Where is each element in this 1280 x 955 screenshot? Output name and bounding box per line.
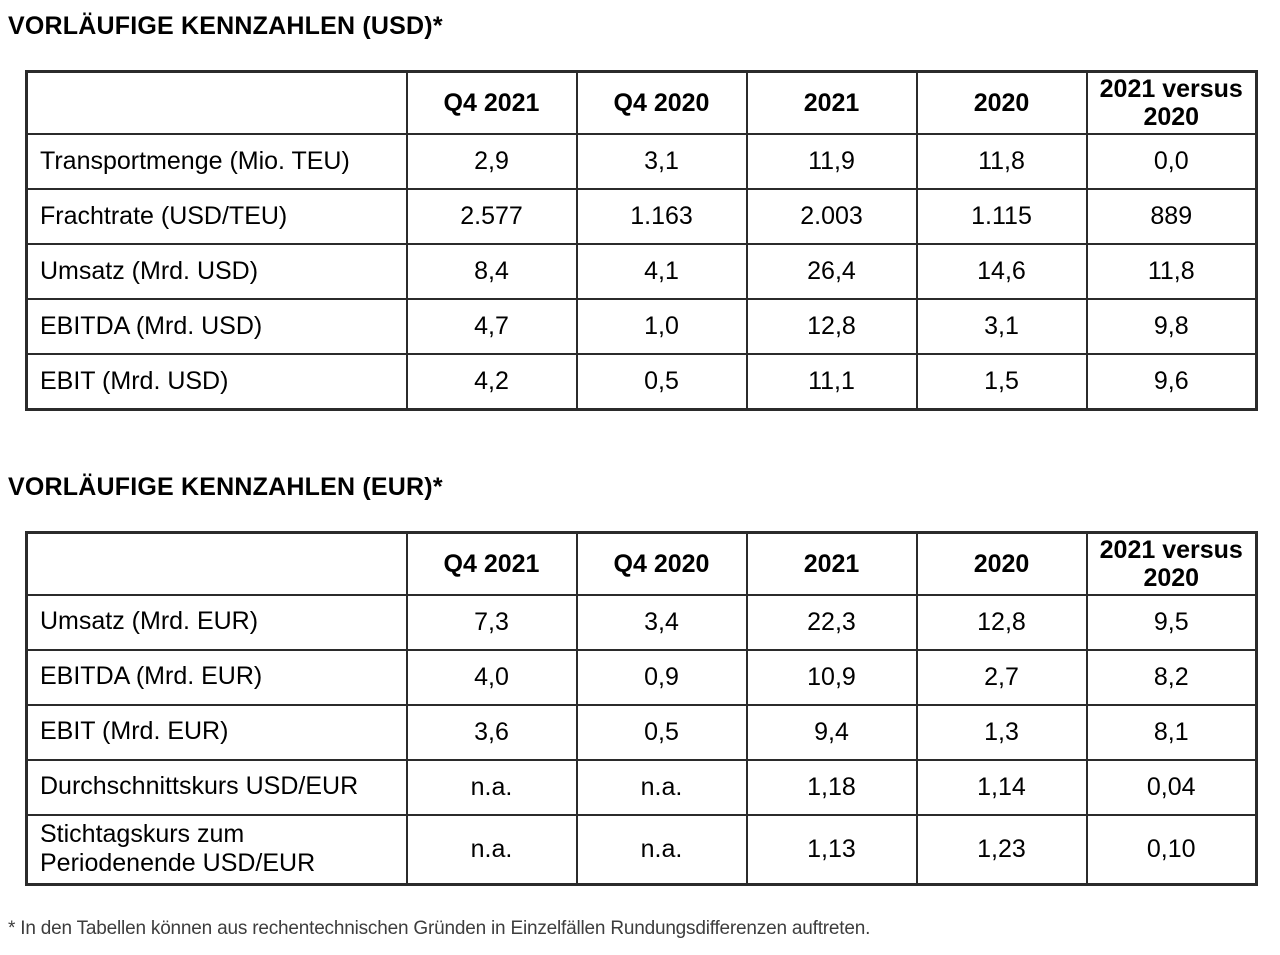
kpi-section-eur: VORLÄUFIGE KENNZAHLEN (EUR)* Q4 2021 Q4 20… bbox=[8, 473, 1260, 886]
row-label: EBIT (Mrd. USD) bbox=[25, 353, 408, 410]
kpi-sections-container: VORLÄUFIGE KENNZAHLEN (USD)* Q4 2021 Q4 20… bbox=[8, 12, 1260, 886]
cell-value: 2,7 bbox=[915, 648, 1088, 706]
cell-value: 10,9 bbox=[745, 648, 918, 706]
cell-value: 2.577 bbox=[405, 188, 578, 245]
cell-value: 0,10 bbox=[1085, 813, 1258, 885]
cell-value: 1.163 bbox=[575, 188, 748, 245]
table-row: EBIT (Mrd. EUR) 3,6 0,5 9,4 1,3 8,1 bbox=[25, 703, 1258, 761]
row-label: Durchschnittskurs USD/EUR bbox=[25, 758, 408, 816]
cell-value: 0,0 bbox=[1085, 133, 1258, 190]
column-header: 2021 bbox=[745, 531, 918, 596]
cell-value: 22,3 bbox=[745, 593, 918, 651]
column-header: Q4 2020 bbox=[575, 70, 748, 135]
cell-value: n.a. bbox=[575, 758, 748, 816]
cell-value: 2.003 bbox=[745, 188, 918, 245]
cell-value: 11,9 bbox=[745, 133, 918, 190]
cell-value: 3,6 bbox=[405, 703, 578, 761]
cell-value: 12,8 bbox=[745, 298, 918, 355]
kennzahlen-table-eur: Q4 2021 Q4 2020 2021 2020 2021 versus 2020 Um… bbox=[25, 530, 1258, 886]
table-row: Umsatz (Mrd. USD) 8,4 4,1 26,4 14,6 11,8 bbox=[25, 243, 1258, 300]
cell-value: 1,0 bbox=[575, 298, 748, 355]
cell-value: 1,18 bbox=[745, 758, 918, 816]
cell-value: 4,0 bbox=[405, 648, 578, 706]
cell-value: 0,04 bbox=[1085, 758, 1258, 816]
table-row: Stichtagskurs zum Periodenende USD/EUR n.… bbox=[25, 813, 1258, 885]
column-header: Q4 2021 bbox=[405, 531, 578, 596]
cell-value: 3,4 bbox=[575, 593, 748, 651]
cell-value: 4,2 bbox=[405, 353, 578, 410]
cell-value: n.a. bbox=[405, 813, 578, 885]
cell-value: n.a. bbox=[405, 758, 578, 816]
row-label: Umsatz (Mrd. EUR) bbox=[25, 593, 408, 651]
cell-value: 0,9 bbox=[575, 648, 748, 706]
cell-value: 889 bbox=[1085, 188, 1258, 245]
cell-value: 14,6 bbox=[915, 243, 1088, 300]
row-label: Umsatz (Mrd. USD) bbox=[25, 243, 408, 300]
cell-value: 1,23 bbox=[915, 813, 1088, 885]
cell-value: 1,13 bbox=[745, 813, 918, 885]
column-header-empty bbox=[25, 70, 408, 135]
table-row: EBIT (Mrd. USD) 4,2 0,5 11,1 1,5 9,6 bbox=[25, 353, 1258, 410]
cell-value: 11,1 bbox=[745, 353, 918, 410]
row-label: Stichtagskurs zum Periodenende USD/EUR bbox=[25, 813, 408, 885]
column-header: Q4 2020 bbox=[575, 531, 748, 596]
column-header: 2021 bbox=[745, 70, 918, 135]
cell-value: 8,4 bbox=[405, 243, 578, 300]
cell-value: 0,5 bbox=[575, 353, 748, 410]
column-header-empty bbox=[25, 531, 408, 596]
header-row: Q4 2021 Q4 2020 2021 2020 2021 versus 2020 bbox=[25, 531, 1258, 596]
column-header: 2020 bbox=[915, 531, 1088, 596]
cell-value: 8,1 bbox=[1085, 703, 1258, 761]
row-label: EBITDA (Mrd. EUR) bbox=[25, 648, 408, 706]
cell-value: 26,4 bbox=[745, 243, 918, 300]
column-header: 2020 bbox=[915, 70, 1088, 135]
column-header: Q4 2021 bbox=[405, 70, 578, 135]
kennzahlen-table-usd: Q4 2021 Q4 2020 2021 2020 2021 versus 2020 Tr… bbox=[25, 70, 1258, 411]
row-label: EBIT (Mrd. EUR) bbox=[25, 703, 408, 761]
cell-value: 3,1 bbox=[575, 133, 748, 190]
table-row: Frachtrate (USD/TEU) 2.577 1.163 2.003 1.115… bbox=[25, 188, 1258, 245]
cell-value: 1,14 bbox=[915, 758, 1088, 816]
rounding-differences-footnote: * In den Tabellen können aus rechentechn… bbox=[8, 917, 871, 939]
cell-value: n.a. bbox=[575, 813, 748, 885]
section-title-eur: VORLÄUFIGE KENNZAHLEN (EUR)* bbox=[8, 472, 443, 501]
row-label: EBITDA (Mrd. USD) bbox=[25, 298, 408, 355]
cell-value: 1,3 bbox=[915, 703, 1088, 761]
cell-value: 4,7 bbox=[405, 298, 578, 355]
table-row: Umsatz (Mrd. EUR) 7,3 3,4 22,3 12,8 9,5 bbox=[25, 593, 1258, 651]
cell-value: 0,5 bbox=[575, 703, 748, 761]
cell-value: 11,8 bbox=[1085, 243, 1258, 300]
cell-value: 12,8 bbox=[915, 593, 1088, 651]
section-title-usd: VORLÄUFIGE KENNZAHLEN (USD)* bbox=[8, 12, 443, 40]
cell-value: 1,5 bbox=[915, 353, 1088, 410]
cell-value: 7,3 bbox=[405, 593, 578, 651]
cell-value: 4,1 bbox=[575, 243, 748, 300]
cell-value: 11,8 bbox=[915, 133, 1088, 190]
cell-value: 9,8 bbox=[1085, 298, 1258, 355]
table-row: EBITDA (Mrd. USD) 4,7 1,0 12,8 3,1 9,8 bbox=[25, 298, 1258, 355]
cell-value: 8,2 bbox=[1085, 648, 1258, 706]
cell-value: 3,1 bbox=[915, 298, 1088, 355]
row-label: Frachtrate (USD/TEU) bbox=[25, 188, 408, 245]
table-row: EBITDA (Mrd. EUR) 4,0 0,9 10,9 2,7 8,2 bbox=[25, 648, 1258, 706]
cell-value: 9,4 bbox=[745, 703, 918, 761]
column-header: 2021 versus 2020 bbox=[1085, 70, 1258, 135]
cell-value: 1.115 bbox=[915, 188, 1088, 245]
cell-value: 9,5 bbox=[1085, 593, 1258, 651]
header-row: Q4 2021 Q4 2020 2021 2020 2021 versus 2020 bbox=[25, 70, 1258, 135]
column-header: 2021 versus 2020 bbox=[1085, 531, 1258, 596]
kpi-section-usd: VORLÄUFIGE KENNZAHLEN (USD)* Q4 2021 Q4 20… bbox=[8, 12, 1260, 411]
table-row: Durchschnittskurs USD/EUR n.a. n.a. 1,18 1,1… bbox=[25, 758, 1258, 816]
cell-value: 9,6 bbox=[1085, 353, 1258, 410]
cell-value: 2,9 bbox=[405, 133, 578, 190]
row-label: Transportmenge (Mio. TEU) bbox=[25, 133, 408, 190]
table-row: Transportmenge (Mio. TEU) 2,9 3,1 11,9 11,8 0… bbox=[25, 133, 1258, 190]
